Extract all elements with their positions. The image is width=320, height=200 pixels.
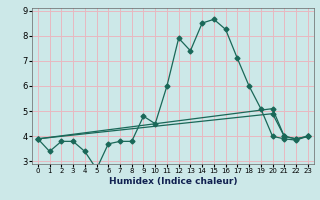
X-axis label: Humidex (Indice chaleur): Humidex (Indice chaleur) [108,177,237,186]
